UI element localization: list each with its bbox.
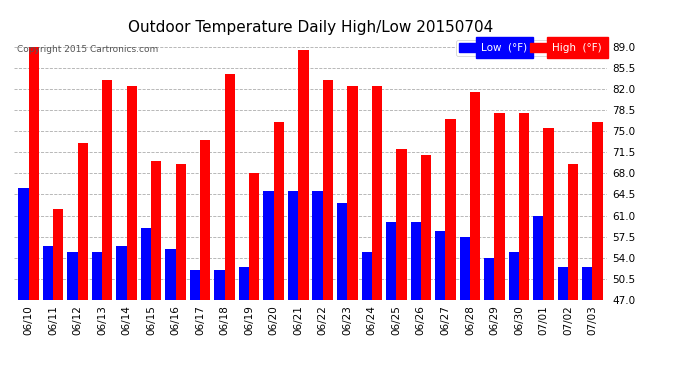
Bar xyxy=(396,149,406,300)
Bar xyxy=(445,119,455,300)
Bar xyxy=(519,113,529,300)
Bar xyxy=(372,86,382,300)
Bar xyxy=(470,92,480,300)
Bar xyxy=(200,140,210,300)
Bar xyxy=(362,252,372,300)
Bar xyxy=(298,50,308,300)
Bar xyxy=(92,252,102,300)
Bar xyxy=(386,222,396,300)
Bar xyxy=(568,164,578,300)
Bar xyxy=(53,210,63,300)
Bar xyxy=(77,143,88,300)
Bar xyxy=(225,74,235,300)
Legend: Low  (°F), High  (°F): Low (°F), High (°F) xyxy=(456,40,605,56)
Bar xyxy=(102,80,112,300)
Bar xyxy=(593,122,603,300)
Bar xyxy=(18,188,28,300)
Bar xyxy=(249,173,259,300)
Bar xyxy=(176,164,186,300)
Bar xyxy=(582,267,593,300)
Bar xyxy=(337,204,347,300)
Bar xyxy=(166,249,176,300)
Text: Copyright 2015 Cartronics.com: Copyright 2015 Cartronics.com xyxy=(17,45,158,54)
Bar xyxy=(544,128,554,300)
Bar xyxy=(421,155,431,300)
Bar xyxy=(141,228,151,300)
Bar xyxy=(347,86,357,300)
Bar xyxy=(215,270,225,300)
Bar xyxy=(509,252,519,300)
Bar xyxy=(495,113,504,300)
Title: Outdoor Temperature Daily High/Low 20150704: Outdoor Temperature Daily High/Low 20150… xyxy=(128,20,493,35)
Bar xyxy=(28,46,39,300)
Bar xyxy=(117,246,126,300)
Bar xyxy=(239,267,249,300)
Bar xyxy=(533,216,544,300)
Bar xyxy=(323,80,333,300)
Bar xyxy=(190,270,200,300)
Bar xyxy=(460,237,470,300)
Bar xyxy=(484,258,495,300)
Bar xyxy=(264,191,274,300)
Bar xyxy=(151,161,161,300)
Bar xyxy=(313,191,323,300)
Bar xyxy=(274,122,284,300)
Bar xyxy=(558,267,568,300)
Bar xyxy=(411,222,421,300)
Bar xyxy=(126,86,137,300)
Bar xyxy=(435,231,445,300)
Bar xyxy=(288,191,298,300)
Bar xyxy=(67,252,77,300)
Bar xyxy=(43,246,53,300)
